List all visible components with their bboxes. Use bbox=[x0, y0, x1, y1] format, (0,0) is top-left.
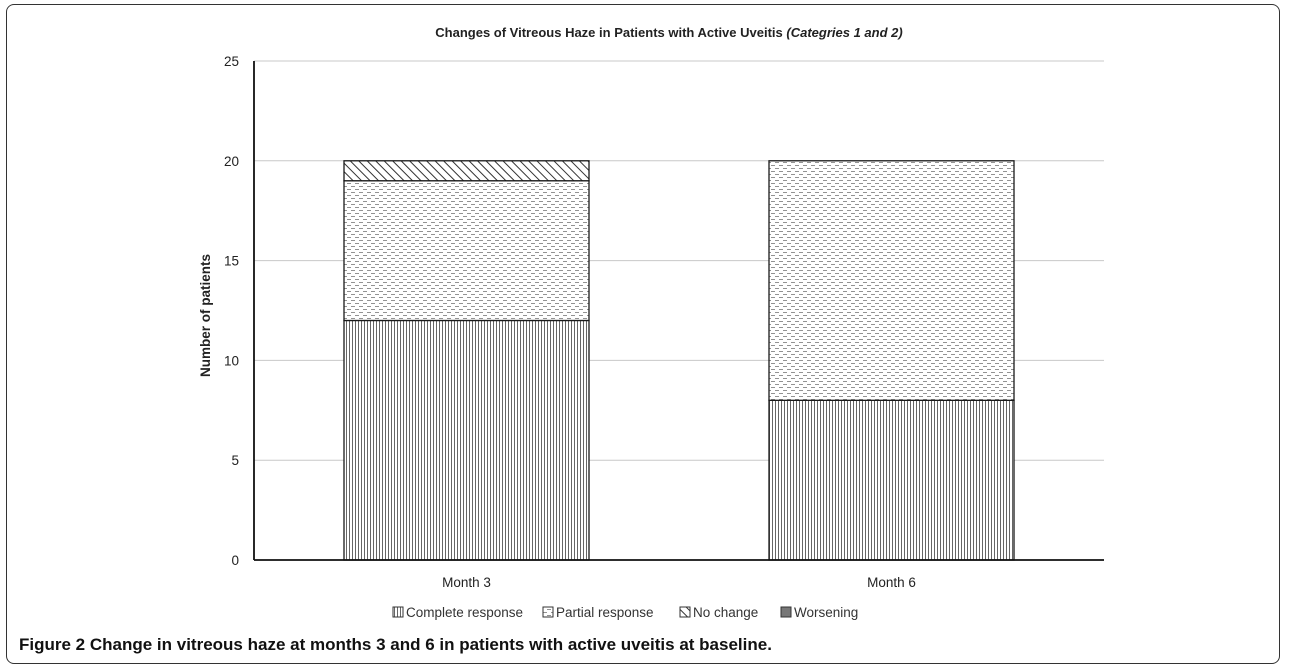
y-tick-label: 10 bbox=[224, 353, 239, 368]
legend-label: Worsening bbox=[794, 605, 858, 620]
y-tick-label: 0 bbox=[231, 553, 239, 568]
legend-label: Partial response bbox=[556, 605, 654, 620]
bars bbox=[343, 160, 1015, 561]
caption-label: Figure 2 bbox=[19, 635, 86, 654]
bar-segment bbox=[343, 180, 590, 322]
caption-text: Change in vitreous haze at months 3 and … bbox=[89, 635, 772, 654]
legend-swatch bbox=[542, 606, 554, 618]
legend-swatch bbox=[392, 606, 404, 618]
y-tick-label: 15 bbox=[224, 254, 239, 269]
bar-segment bbox=[343, 160, 590, 182]
chart: Changes of Vitreous Haze in Patients wit… bbox=[198, 25, 1104, 620]
x-tick-label: Month 6 bbox=[867, 575, 916, 590]
x-axis-ticks: Month 3 Month 6 bbox=[442, 575, 916, 590]
bar-segment bbox=[768, 399, 1015, 561]
chart-title: Changes of Vitreous Haze in Patients wit… bbox=[435, 25, 902, 40]
legend-swatch bbox=[780, 606, 792, 618]
y-axis-label: Number of patients bbox=[198, 254, 213, 377]
legend-swatch bbox=[679, 606, 691, 618]
y-tick-label: 20 bbox=[224, 154, 239, 169]
bar-segment bbox=[768, 160, 1015, 401]
figure-frame: Changes of Vitreous Haze in Patients wit… bbox=[6, 4, 1280, 664]
chart-title-main: Changes of Vitreous Haze in Patients wit… bbox=[435, 25, 782, 40]
x-tick-label: Month 3 bbox=[442, 575, 491, 590]
y-axis-ticks: 0 5 10 15 20 25 bbox=[224, 54, 239, 568]
legend-label: No change bbox=[693, 605, 758, 620]
bar-segment bbox=[343, 319, 590, 561]
legend: Complete response Partial response No chan… bbox=[392, 605, 858, 620]
y-tick-label: 25 bbox=[224, 54, 239, 69]
y-tick-label: 5 bbox=[231, 453, 239, 468]
figure-caption: Figure 2 Change in vitreous haze at mont… bbox=[19, 635, 772, 655]
legend-label: Complete response bbox=[406, 605, 523, 620]
axes bbox=[253, 61, 1104, 561]
chart-title-italic: (Categries 1 and 2) bbox=[786, 25, 902, 40]
